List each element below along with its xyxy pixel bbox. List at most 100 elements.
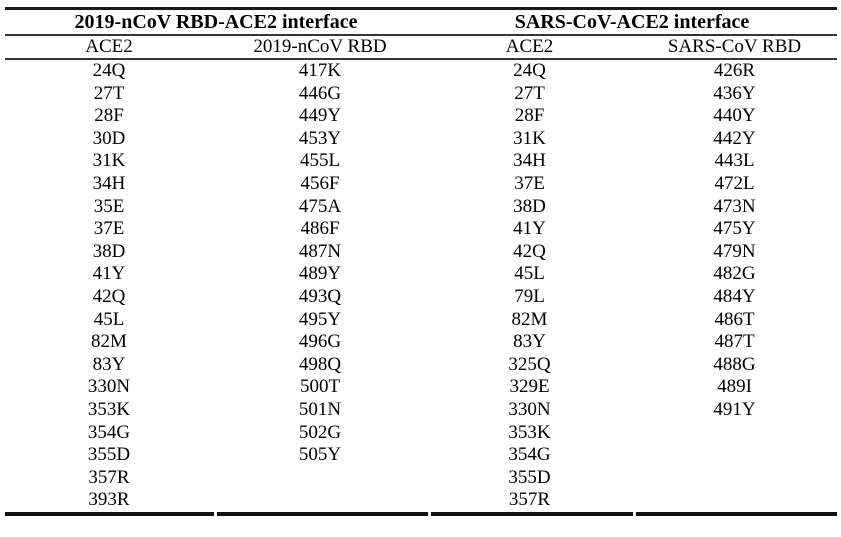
residue-cell: 325Q [508,353,551,375]
residue-cell: 357R [88,466,130,488]
residue-cell [632,489,837,514]
interface-residue-table-wrap: 2019-nCoV RBD-ACE2 interface SARS-CoV-AC… [5,7,837,517]
residue-cell: 486F [300,218,340,240]
bottom-border-gap [428,511,431,517]
residue-cell: 496G [298,331,342,353]
residue-cell: 489Y [298,263,342,285]
residue-cell: 28F [94,105,124,127]
table-row: 34H 456F 37E 472L [5,173,837,196]
residue-cell: 488G [713,353,756,375]
residue-cell: 354G [87,421,131,443]
residue-cell: 493Q [298,285,342,307]
column-header-ace2-ncov: ACE2 [5,35,213,60]
section-header-ncov: 2019-nCoV RBD-ACE2 interface [5,8,427,36]
residue-cell: 502G [298,421,342,443]
residue-cell: 34H [92,172,126,194]
residue-cell: 495Y [298,308,342,330]
residue-cell: 24Q [513,60,546,81]
residue-cell: 30D [92,127,126,149]
residue-cell: 484Y [713,285,756,307]
residue-cell: 41Y [513,218,546,240]
residue-cell: 329E [509,376,550,398]
residue-cell: 355D [87,444,131,466]
residue-cell: 38D [92,240,126,262]
section-header-sars: SARS-CoV-ACE2 interface [427,8,837,36]
column-header-ncov-rbd: 2019-nCoV RBD [213,35,427,60]
residue-cell: 505Y [298,444,342,466]
table-row: 353K 501N 330N 491Y [5,399,837,422]
residue-cell: 82M [511,308,548,330]
residue-cell [632,467,837,490]
residue-cell: 436Y [713,82,756,104]
residue-cell: 353K [87,398,131,420]
residue-cell: 442Y [713,127,756,149]
table-row: 83Y 498Q 325Q 488G [5,354,837,377]
residue-cell: 31K [92,150,126,172]
table-row: 28F 449Y 28F 440Y [5,105,837,128]
table-row: 45L 495Y 82M 486T [5,309,837,332]
table-body: 24Q 417K 24Q 426R 27T 446G 27T 436Y 28F 449Y 28F 44… [5,59,837,514]
residue-cell: 393R [88,489,130,511]
table-row: 41Y 489Y 45L 482G [5,263,837,286]
table-row: 35E 475A 38D 473N [5,196,837,219]
table-row: 30D 453Y 31K 442Y [5,128,837,151]
residue-cell: 486T [714,308,755,330]
table-head: 2019-nCoV RBD-ACE2 interface SARS-CoV-AC… [5,8,837,60]
table-row: 355D 505Y 354G [5,444,837,467]
residue-cell: 354G [508,444,551,466]
residue-cell: 482G [713,263,756,285]
table-row: 38D 487N 42Q 479N [5,241,837,264]
residue-cell: 487T [714,331,755,353]
residue-cell: 455L [299,150,341,172]
residue-cell: 440Y [713,105,756,127]
column-header-row: ACE2 2019-nCoV RBD ACE2 SARS-CoV RBD [5,35,837,60]
residue-cell: 42Q [92,285,126,307]
residue-cell: 42Q [513,240,546,262]
residue-cell [213,489,427,514]
residue-cell: 330N [508,398,551,420]
residue-cell: 453Y [298,127,342,149]
residue-cell: 37E [93,218,125,240]
residue-cell: 417K [298,60,342,81]
residue-cell: 446G [298,82,342,104]
residue-cell: 45L [93,308,125,330]
table-row: 24Q 417K 24Q 426R [5,59,837,83]
residue-cell [213,467,427,490]
table-row: 27T 446G 27T 436Y [5,83,837,106]
residue-cell: 31K [513,127,546,149]
table-row: 31K 455L 34H 443L [5,150,837,173]
residue-cell: 34H [513,150,546,172]
residue-cell: 355D [508,466,551,488]
residue-cell: 41Y [92,263,126,285]
residue-cell: 83Y [92,353,126,375]
residue-cell: 426R [713,60,756,81]
residue-cell: 79L [514,285,545,307]
residue-cell: 353K [508,421,551,443]
residue-cell: 27T [93,82,125,104]
table-row: 393R 357R [5,489,837,514]
residue-cell: 472L [714,172,755,194]
table-row: 354G 502G 353K [5,422,837,445]
table-row: 82M 496G 83Y 487T [5,331,837,354]
column-header-ace2-sars: ACE2 [427,35,632,60]
bottom-border-gap [633,511,636,517]
residue-cell: 357R [508,489,551,511]
residue-cell: 38D [513,195,546,217]
table-row: 42Q 493Q 79L 484Y [5,286,837,309]
residue-cell: 475Y [713,218,756,240]
residue-cell: 475A [298,195,342,217]
residue-cell: 500T [299,376,341,398]
residue-cell: 449Y [298,105,342,127]
residue-cell [632,444,837,467]
table-row: 330N 500T 329E 489I [5,376,837,399]
residue-cell: 501N [298,398,342,420]
residue-cell: 491Y [713,398,756,420]
residue-cell [632,422,837,445]
residue-cell: 498Q [298,353,342,375]
table-row: 37E 486F 41Y 475Y [5,218,837,241]
residue-cell: 24Q [92,60,126,81]
interface-residue-table: 2019-nCoV RBD-ACE2 interface SARS-CoV-AC… [5,7,837,516]
residue-cell: 45L [514,263,545,285]
residue-cell: 487N [298,240,342,262]
residue-cell: 28F [514,105,545,127]
